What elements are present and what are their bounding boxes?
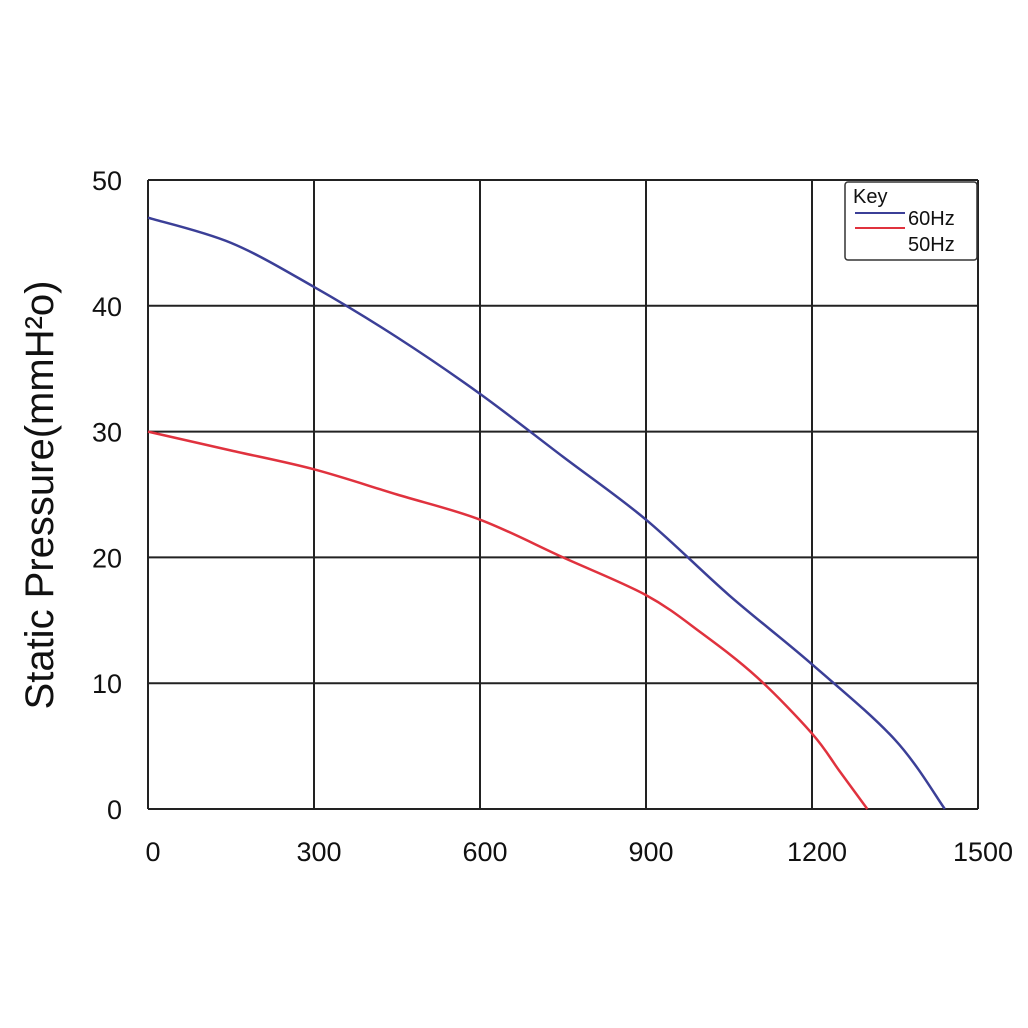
series-line-60hz (147, 216, 946, 810)
series-lines (147, 216, 946, 810)
x-tick-label: 0 (145, 837, 160, 867)
legend: Key 60Hz 50Hz (844, 181, 978, 261)
grid (147, 179, 979, 810)
legend-label-50hz: 50Hz (908, 234, 955, 256)
x-tick-label: 1200 (787, 837, 847, 867)
x-tick-label: 1500 (953, 837, 1013, 867)
x-tick-label: 900 (628, 837, 673, 867)
legend-title: Key (853, 186, 887, 208)
legend-box (844, 181, 978, 261)
series-line-50hz (147, 430, 869, 810)
y-tick-label: 30 (92, 418, 122, 448)
x-tick-label: 300 (296, 837, 341, 867)
y-tick-label: 10 (92, 669, 122, 699)
y-tick-label: 40 (92, 292, 122, 322)
y-tick-label: 50 (92, 166, 122, 196)
y-axis-label: Static Pressure(mmH²o) (18, 281, 62, 710)
tick-labels: 0 300 600 900 1200 1500 0 10 20 30 40 50 (92, 166, 1013, 867)
x-tick-label: 600 (462, 837, 507, 867)
legend-label-60hz: 60Hz (908, 208, 955, 230)
y-tick-label: 0 (107, 795, 122, 825)
y-tick-label: 20 (92, 543, 122, 573)
